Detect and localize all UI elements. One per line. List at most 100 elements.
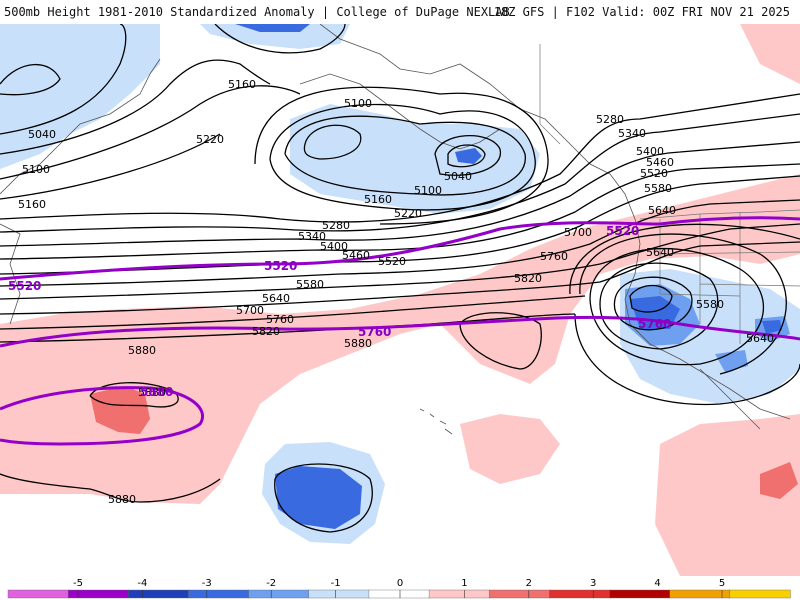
contour-label: 5220 [394,207,422,220]
contour-label: 5220 [196,133,224,146]
alaska-canada-border [539,44,561,145]
contour-line [434,135,501,176]
positive-anomaly-area [740,24,800,84]
purple-label-group: 5520 5520 5520 5760 5760 5880 [8,224,671,399]
contour-line [0,113,800,233]
north-america-coastline [609,173,791,420]
contour-label: 5640 [746,332,774,345]
purple-contour-label: 5760 [358,325,391,339]
negative-anomaly-area [0,24,160,169]
colorbar-segment [308,589,370,599]
contour-label: 5340 [618,127,646,140]
contour-label: 5820 [514,272,542,285]
contour-label: 5880 [128,344,156,357]
contour-line [613,276,693,331]
contour-line [589,247,764,366]
contour-label: 5040 [444,170,472,183]
contour-line [0,63,61,96]
contour-line [0,141,800,247]
contour-line [447,144,486,168]
contour-line [0,295,586,330]
contour-line [0,85,301,180]
contour-line [284,115,526,196]
contour-line [0,93,800,223]
contour-label: 5400 [636,145,664,158]
purple-contour-5520 [0,216,800,281]
asia-coastline [0,58,161,325]
contour-label: 5160 [18,198,46,211]
model-run-info: 18Z GFS | F102 Valid: 00Z FRI NOV 21 202… [493,5,790,19]
colorbar-segment [609,589,671,599]
contour-label: 5880 [344,337,372,350]
contour-line [0,241,800,315]
negative-anomaly-area [275,466,362,529]
contour-label: 5820 [252,325,280,338]
colorbar-segment [188,589,250,599]
colorbar-tick-label: -2 [266,578,276,589]
purple-contour-label: 5760 [638,317,671,331]
hawaii-islands [419,408,453,435]
contour-line [214,24,346,54]
contour-label: 5100 [22,163,50,176]
colorbar-tick-label: 1 [461,578,467,589]
positive-anomaly-area [655,414,800,576]
contour-line [0,133,221,200]
purple-contour-label: 5880 [140,385,173,399]
colorbar-segment [128,589,190,599]
contour-label: 5100 [344,97,372,110]
negative-anomaly-area [290,104,540,214]
contour-label: 5760 [266,313,294,326]
map-title: 500mb Height 1981-2010 Standardized Anom… [4,5,510,19]
contour-line [574,313,800,406]
colorbar-segment [248,589,310,599]
positive-anomaly-area [460,414,560,484]
contour-label: 5340 [298,230,326,243]
contour-label: 5280 [322,219,350,232]
colorbar-canvas: -5 -4 -3 -2 -1 0 1 2 3 4 5 [7,578,791,599]
colorbar-tick-label: -5 [73,578,83,589]
colorbar-segment [549,589,611,599]
baja-coastline [699,368,761,430]
contour-label: 5520 [640,167,668,180]
contour-line [89,382,179,408]
contour-label: 5580 [296,278,324,291]
negative-anomaly-area [455,148,482,164]
contour-line [274,463,373,533]
contour-label: 5160 [364,193,392,206]
negative-anomaly-area [715,350,748,372]
purple-contour-5880 [0,386,204,446]
contour-line [579,233,787,375]
colorbar-segment [669,589,731,599]
anomaly-map: 5160 5100 5040 5220 5100 5160 5040 5100 … [0,24,800,576]
contour-label: 5640 [262,292,290,305]
purple-contour-5760 [0,315,800,348]
contour-label: 5760 [540,250,568,263]
purple-contour-label: 5520 [264,259,297,273]
us-canada-border [639,209,800,220]
negative-anomaly-area [762,320,782,334]
contour-line [0,199,800,287]
contour-line [0,59,271,155]
contour-label-group: 5160 5100 5040 5220 5100 5160 5040 5100 … [18,78,774,506]
purple-contour-label: 5520 [8,279,41,293]
contour-line [599,262,719,350]
negative-anomaly-area [200,24,350,49]
colorbar-tick-label: 0 [397,578,403,589]
contour-label: 5280 [596,113,624,126]
colorbar-tick-label: -4 [137,578,147,589]
contour-line [254,86,549,225]
contour-label: 5640 [648,204,676,217]
contour-label: 5040 [28,128,56,141]
alaska-coastline [319,24,611,175]
contour-label: 5520 [378,255,406,268]
contour-line [569,223,800,295]
map-canvas: 5160 5100 5040 5220 5100 5160 5040 5100 … [0,24,800,576]
colorbar-segment [729,589,791,599]
contour-label: 5880 [108,493,136,506]
colorbar-segment [7,589,69,599]
contour-label: 5580 [644,182,672,195]
positive-anomaly-area [90,386,150,434]
colorbar-tick-label: -1 [331,578,341,589]
contour-line [629,284,673,313]
contour-label: 5400 [320,240,348,253]
